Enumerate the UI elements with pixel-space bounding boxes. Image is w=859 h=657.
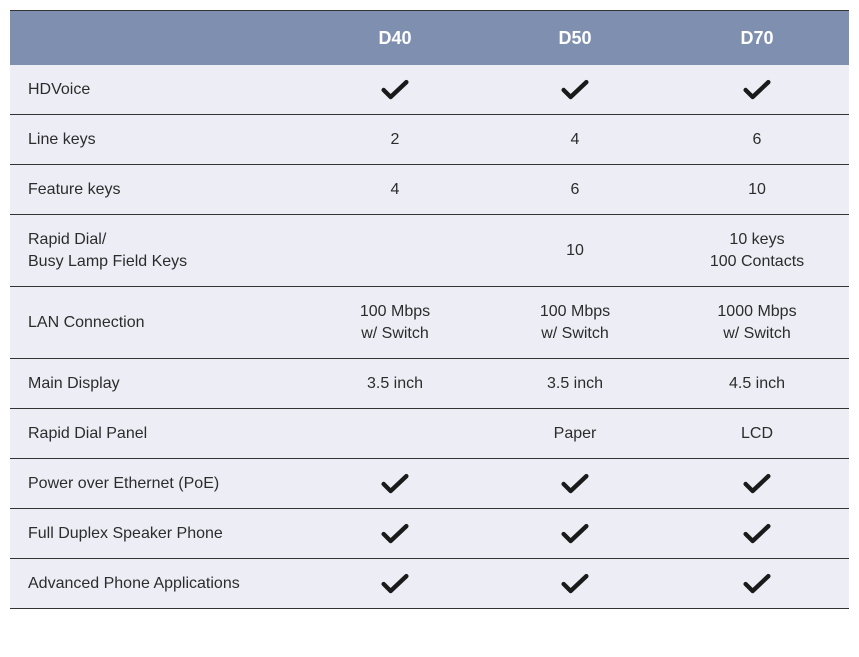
feature-label: LAN Connection [10, 287, 305, 358]
check-icon [561, 79, 589, 101]
cell-d50 [485, 459, 665, 508]
comparison-table: D40 D50 D70 HDVoiceLine keys246Feature k… [10, 10, 849, 609]
header-d70: D70 [665, 11, 849, 65]
cell-d40 [305, 215, 485, 286]
cell-d70: LCD [665, 409, 849, 458]
cell-line: 10 keys [710, 229, 804, 251]
table-row: Line keys 2 4 6 [10, 115, 849, 165]
cell-text: 4 [391, 179, 400, 201]
feature-label: Rapid Dial/Busy Lamp Field Keys [10, 215, 305, 286]
table-row: LAN Connection100 Mbpsw/ Switch100 Mbpsw… [10, 287, 849, 359]
feature-label: Advanced Phone Applications [10, 559, 305, 608]
cell-d40 [305, 509, 485, 558]
cell-d50: 10 [485, 215, 665, 286]
cell-d50: 6 [485, 165, 665, 214]
table-row: Main Display 3.5 inch 3.5 inch 4.5 inch [10, 359, 849, 409]
check-icon [561, 473, 589, 495]
check-icon [381, 79, 409, 101]
cell-line: Rapid Dial/ [28, 229, 187, 251]
check-icon [381, 473, 409, 495]
cell-d40 [305, 409, 485, 458]
cell-line: w/ Switch [540, 323, 610, 345]
cell-text: 3.5 inch [547, 373, 603, 395]
cell-text: 6 [753, 129, 762, 151]
cell-text: LCD [741, 423, 773, 445]
cell-d40: 100 Mbpsw/ Switch [305, 287, 485, 358]
cell-d70: 10 [665, 165, 849, 214]
cell-line: 100 Mbps [540, 301, 610, 323]
cell-text: Paper [554, 423, 597, 445]
cell-d70 [665, 65, 849, 114]
check-icon [743, 523, 771, 545]
cell-d70 [665, 459, 849, 508]
check-icon [381, 523, 409, 545]
cell-d50: 3.5 inch [485, 359, 665, 408]
check-icon [743, 473, 771, 495]
table-row: Full Duplex Speaker Phone [10, 509, 849, 559]
cell-d40 [305, 459, 485, 508]
cell-text: 3.5 inch [367, 373, 423, 395]
feature-label: Power over Ethernet (PoE) [10, 459, 305, 508]
cell-d40: 2 [305, 115, 485, 164]
table-row: Advanced Phone Applications [10, 559, 849, 609]
cell-text: 4 [571, 129, 580, 151]
cell-d50: Paper [485, 409, 665, 458]
cell-d70: 1000 Mbpsw/ Switch [665, 287, 849, 358]
cell-d70: 10 keys100 Contacts [665, 215, 849, 286]
table-header-row: D40 D50 D70 [10, 11, 849, 65]
cell-d50 [485, 509, 665, 558]
cell-d40 [305, 65, 485, 114]
check-icon [561, 573, 589, 595]
feature-label: Full Duplex Speaker Phone [10, 509, 305, 558]
check-icon [381, 573, 409, 595]
table-row: Rapid Dial/Busy Lamp Field Keys 10 10 keys… [10, 215, 849, 287]
cell-line: Busy Lamp Field Keys [28, 251, 187, 273]
header-d50: D50 [485, 11, 665, 65]
check-icon [561, 523, 589, 545]
table-row: Feature keys 4 6 10 [10, 165, 849, 215]
cell-d40: 4 [305, 165, 485, 214]
header-feature-col [10, 11, 305, 65]
cell-text: 10 [566, 240, 584, 262]
feature-label: Rapid Dial Panel [10, 409, 305, 458]
header-d40: D40 [305, 11, 485, 65]
feature-label: Line keys [10, 115, 305, 164]
feature-label: Feature keys [10, 165, 305, 214]
cell-line: 1000 Mbps [717, 301, 796, 323]
cell-d50 [485, 65, 665, 114]
table-row: HDVoice [10, 65, 849, 115]
check-icon [743, 79, 771, 101]
table-row: Power over Ethernet (PoE) [10, 459, 849, 509]
cell-text: 2 [391, 129, 400, 151]
cell-line: 100 Contacts [710, 251, 804, 273]
cell-d70: 6 [665, 115, 849, 164]
cell-d40: 3.5 inch [305, 359, 485, 408]
cell-d40 [305, 559, 485, 608]
check-icon [743, 573, 771, 595]
feature-label: Main Display [10, 359, 305, 408]
cell-d50: 100 Mbpsw/ Switch [485, 287, 665, 358]
cell-text: 6 [571, 179, 580, 201]
cell-d50: 4 [485, 115, 665, 164]
cell-d50 [485, 559, 665, 608]
table-body: HDVoiceLine keys246Feature keys4610Rapid… [10, 65, 849, 609]
cell-d70: 4.5 inch [665, 359, 849, 408]
cell-d70 [665, 559, 849, 608]
cell-text: 4.5 inch [729, 373, 785, 395]
feature-label: HDVoice [10, 65, 305, 114]
cell-line: w/ Switch [360, 323, 430, 345]
cell-line: 100 Mbps [360, 301, 430, 323]
cell-text: 10 [748, 179, 766, 201]
cell-line: w/ Switch [717, 323, 796, 345]
cell-d70 [665, 509, 849, 558]
table-row: Rapid Dial Panel Paper LCD [10, 409, 849, 459]
